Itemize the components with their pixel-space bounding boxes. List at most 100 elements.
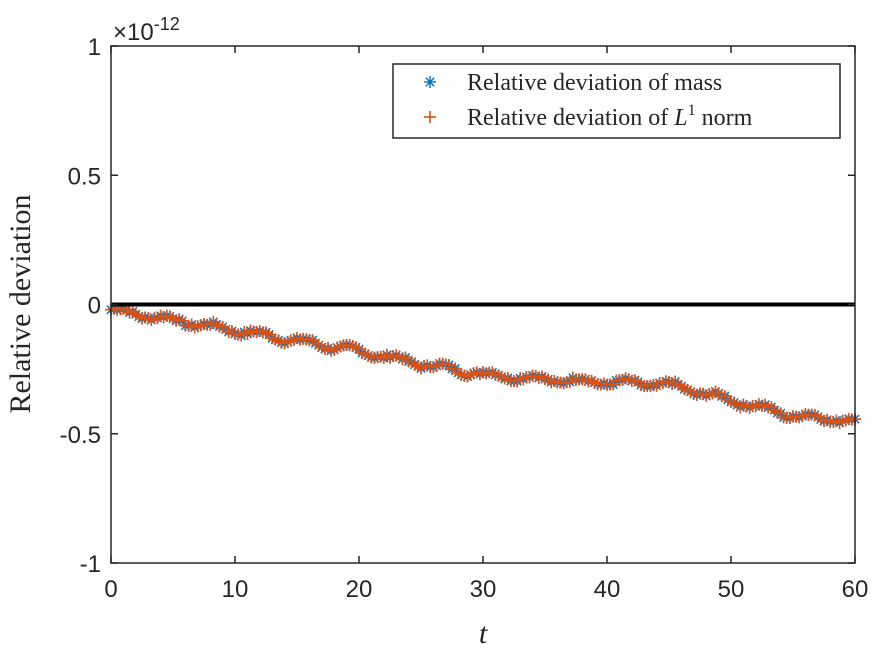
data-point-l1-norm [266,332,279,345]
legend-marker-plus [424,111,436,123]
data-point-l1-norm [622,373,635,386]
legend-entry-l1-var: L [673,105,687,131]
data-point-l1-norm [129,308,142,321]
data-point-l1-norm [793,411,806,424]
data-point-l1-norm [241,327,254,340]
data-point-l1-norm [281,335,294,348]
legend-entry-l1-prefix: Relative deviation of [467,105,674,131]
data-point-l1-norm [681,383,694,396]
data-point-l1-norm [343,339,356,352]
data-point-l1-norm [675,380,688,393]
data-point-l1-norm [253,325,266,338]
y-tick-label: -0.5 [60,422,101,449]
data-point-l1-norm [334,340,347,353]
data-point-l1-norm [356,346,369,359]
data-point-l1-norm [436,357,449,370]
data-point-l1-norm [486,366,499,379]
data-point-l1-norm [796,410,809,423]
data-point-l1-norm [684,385,697,398]
data-point-l1-norm [390,349,403,362]
x-tick-labels: 0 10 20 30 40 50 60 [104,576,868,603]
data-point-l1-norm [725,395,737,408]
data-point-l1-norm [374,350,387,363]
data-point-l1-norm [532,372,545,385]
data-point-l1-norm [635,379,648,392]
data-point-l1-norm [712,387,725,400]
data-point-l1-norm [349,341,362,354]
legend-entry-l1-suffix: norm [696,105,753,131]
x-tick-label: 20 [346,576,373,603]
data-point-l1-norm [312,339,325,352]
legend-marker-asterisk [424,76,436,88]
data-point-l1-norm [163,310,176,323]
data-point-l1-norm [384,351,396,364]
data-point-l1-norm [619,372,632,385]
data-point-l1-norm [737,398,750,411]
x-tick-label: 40 [594,576,621,603]
data-point-l1-norm [272,334,285,347]
y-exponent-label: ×10-12 [113,14,180,46]
data-point-l1-norm [585,374,598,387]
data-point-l1-norm [808,408,821,421]
data-point-l1-norm [628,374,641,387]
data-point-l1-norm [145,314,158,327]
data-point-l1-norm [461,370,474,383]
data-point-l1-norm [328,343,341,356]
data-point-l1-norm [123,306,136,319]
data-point-l1-norm [300,333,313,346]
x-tick-label: 10 [222,576,249,603]
data-point-l1-norm [818,414,830,427]
data-point-l1-norm [216,320,229,333]
data-point-l1-norm [672,378,685,391]
data-point-l1-norm [393,350,406,363]
x-tick-label: 30 [470,576,497,603]
x-tick-label: 60 [842,576,869,603]
y-exponent-base: ×10 [113,19,154,46]
data-point-l1-norm [566,371,579,384]
data-point-l1-norm [492,369,505,382]
data-point-l1-norm [839,414,852,427]
legend-entry-l1-sup: 1 [688,102,696,119]
data-point-l1-norm [291,331,303,344]
data-point-l1-norm [132,310,145,323]
data-point-l1-norm [557,377,570,390]
data-point-l1-norm [219,323,232,336]
data-point-l1-norm [597,377,610,390]
data-point-l1-norm [588,376,601,389]
data-point-l1-norm [743,401,756,414]
data-point-l1-norm [535,370,548,383]
data-point-l1-norm [173,313,186,326]
data-point-l1-norm [427,361,440,374]
data-point-l1-norm [210,318,223,331]
series-l1-norm [105,302,861,429]
data-point-l1-norm [833,416,846,429]
data-point-l1-norm [728,396,741,409]
data-point-l1-norm [225,325,238,338]
x-tick-label: 50 [718,576,745,603]
data-point-l1-norm [362,349,375,362]
data-point-l1-norm [756,399,768,412]
data-point-l1-norm [452,366,465,379]
y-tick-labels: -1 -0.5 0 0.5 1 [60,34,101,578]
data-point-l1-norm [346,340,359,353]
data-point-l1-norm [511,375,524,388]
data-point-l1-norm [309,337,322,350]
data-point-l1-norm [415,362,427,375]
data-point-l1-norm [650,379,663,392]
y-tick-label: 0.5 [68,163,101,190]
data-point-l1-norm [759,398,772,411]
data-point-l1-norm [632,375,644,388]
data-point-l1-norm [827,415,840,428]
data-point-l1-norm [700,389,713,402]
x-axis-label: t [479,617,488,650]
legend: Relative deviation of mass Relative devi… [392,63,841,139]
data-point-l1-norm [721,393,734,406]
data-point-l1-norm [207,315,220,328]
data-point-l1-norm [501,371,514,384]
data-point-l1-norm [359,347,372,360]
data-point-l1-norm [690,388,703,401]
data-point-l1-norm [126,305,139,318]
y-tick-label: 1 [88,34,101,61]
x-tick-label: 0 [104,576,117,603]
